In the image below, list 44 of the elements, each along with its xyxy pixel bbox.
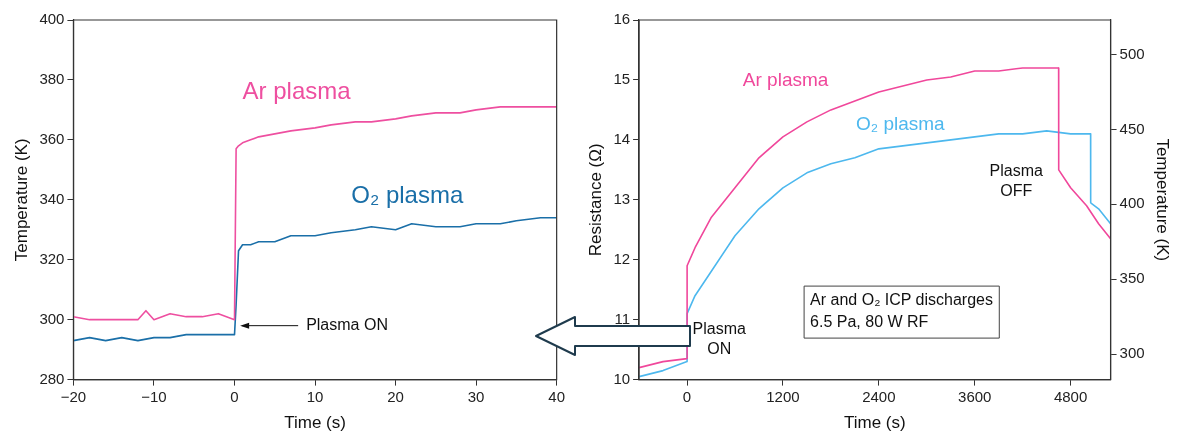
y-tick-label: 13	[613, 189, 631, 207]
y-tick-label: 340	[39, 189, 65, 207]
y-axis-title: Temperature (K)	[11, 138, 31, 262]
y-tick-label: 400	[39, 10, 65, 28]
y-tick-label: 360	[39, 130, 65, 148]
x-axis-title: Time (s)	[284, 413, 346, 433]
y2-tick-label: 450	[1119, 119, 1145, 137]
annotation: Ar and O₂ ICP discharges 6.5 Pa, 80 W RF	[810, 290, 993, 330]
y2-axis-title: Temperature (K)	[1153, 138, 1173, 262]
y-axis-title: Resistance (Ω)	[585, 143, 605, 257]
series-label: Ar plasma	[742, 69, 829, 91]
x-tick-label: 0	[682, 387, 692, 405]
series-label: O₂ plasma	[351, 180, 464, 208]
x-tick-label: 20	[387, 387, 404, 405]
x-axis-title: Time (s)	[843, 413, 906, 433]
y2-tick-label: 500	[1119, 44, 1145, 62]
y-tick-label: 15	[613, 70, 631, 88]
y-tick-label: 320	[39, 249, 65, 267]
y2-tick-label: 300	[1119, 344, 1145, 362]
x-tick-label: 1200	[766, 387, 800, 405]
x-tick-label: −20	[60, 387, 87, 405]
annotation: Plasma OFF	[989, 162, 1044, 200]
series-label: Ar plasma	[242, 76, 352, 104]
y-tick-label: 10	[613, 369, 631, 387]
y2-tick-label: 350	[1119, 269, 1145, 287]
y2-tick-label: 400	[1119, 194, 1145, 212]
series-label: O₂ plasma	[855, 112, 946, 134]
x-tick-label: −10	[141, 387, 167, 405]
x-tick-label: 10	[306, 387, 324, 405]
x-tick-label: 0	[230, 387, 239, 405]
x-tick-label: 40	[548, 387, 565, 405]
y-tick-label: 300	[39, 309, 65, 327]
y-tick-label: 380	[39, 70, 65, 88]
x-tick-label: 4800	[1053, 387, 1088, 405]
y-tick-label: 12	[613, 249, 631, 267]
x-tick-label: 3600	[958, 387, 992, 405]
y-tick-label: 11	[614, 309, 631, 327]
x-tick-label: 2400	[862, 387, 896, 405]
annotation: Plasma ON	[692, 320, 747, 358]
annotation: Plasma ON	[306, 316, 388, 334]
x-tick-label: 30	[467, 387, 485, 405]
y-tick-label: 14	[613, 130, 631, 148]
y-tick-label: 280	[39, 369, 65, 387]
y-tick-label: 16	[613, 10, 631, 28]
